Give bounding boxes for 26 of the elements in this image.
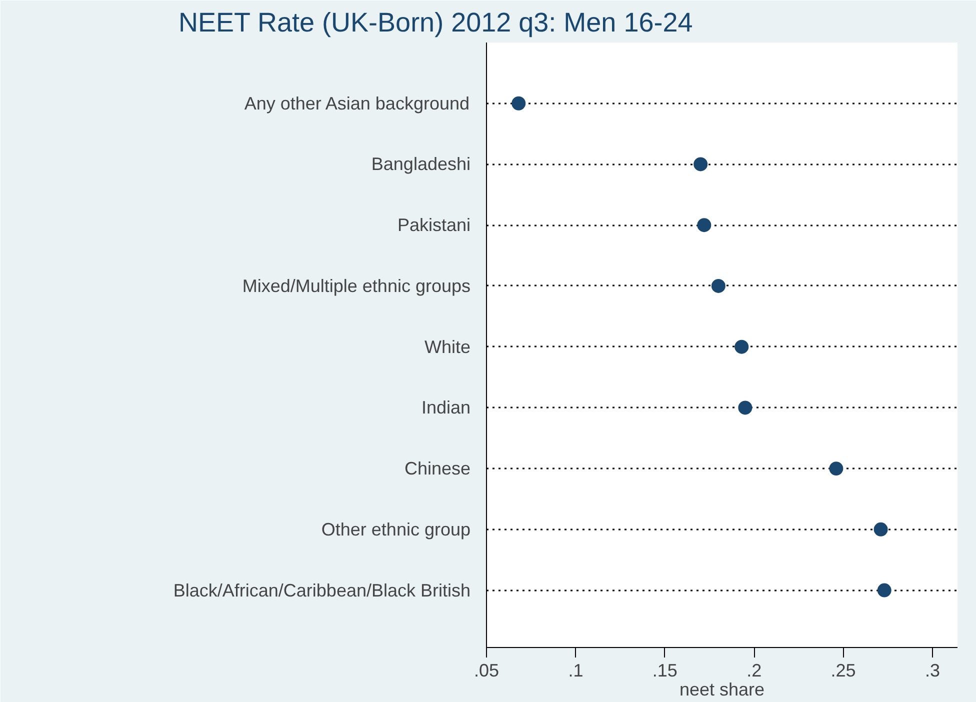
x-tick-label: .2 (746, 660, 762, 680)
y-tick-label: Other ethnic group (321, 519, 471, 540)
point (829, 462, 844, 476)
y-tick-label: Pakistani (397, 215, 471, 236)
x-axis-title: neet share (679, 680, 765, 700)
point (874, 522, 888, 536)
y-tick-label: Chinese (404, 458, 471, 479)
point (711, 278, 726, 293)
y-tick-label: Mixed/Multiple ethnic groups (242, 276, 471, 296)
y-tick-label: White (424, 336, 471, 357)
chart-title: NEET Rate (UK-Born) 2012 q3: Men 16-24 (178, 8, 693, 38)
point (697, 218, 712, 232)
x-tick-label: .25 (830, 660, 856, 680)
x-tick-label: .05 (474, 660, 500, 680)
x-tick-label: .1 (568, 660, 584, 680)
y-tick-label: Indian (421, 398, 471, 418)
x-tick-label: .3 (925, 660, 940, 680)
point (877, 583, 892, 598)
point (734, 340, 749, 354)
point (738, 400, 752, 415)
point (512, 96, 526, 110)
y-tick-label: Black/African/Caribbean/Black British (173, 580, 470, 600)
y-tick-label: Bangladeshi (371, 154, 471, 174)
x-tick-label: .15 (652, 660, 678, 680)
point (694, 157, 708, 172)
y-tick-label: Any other Asian background (244, 93, 470, 114)
